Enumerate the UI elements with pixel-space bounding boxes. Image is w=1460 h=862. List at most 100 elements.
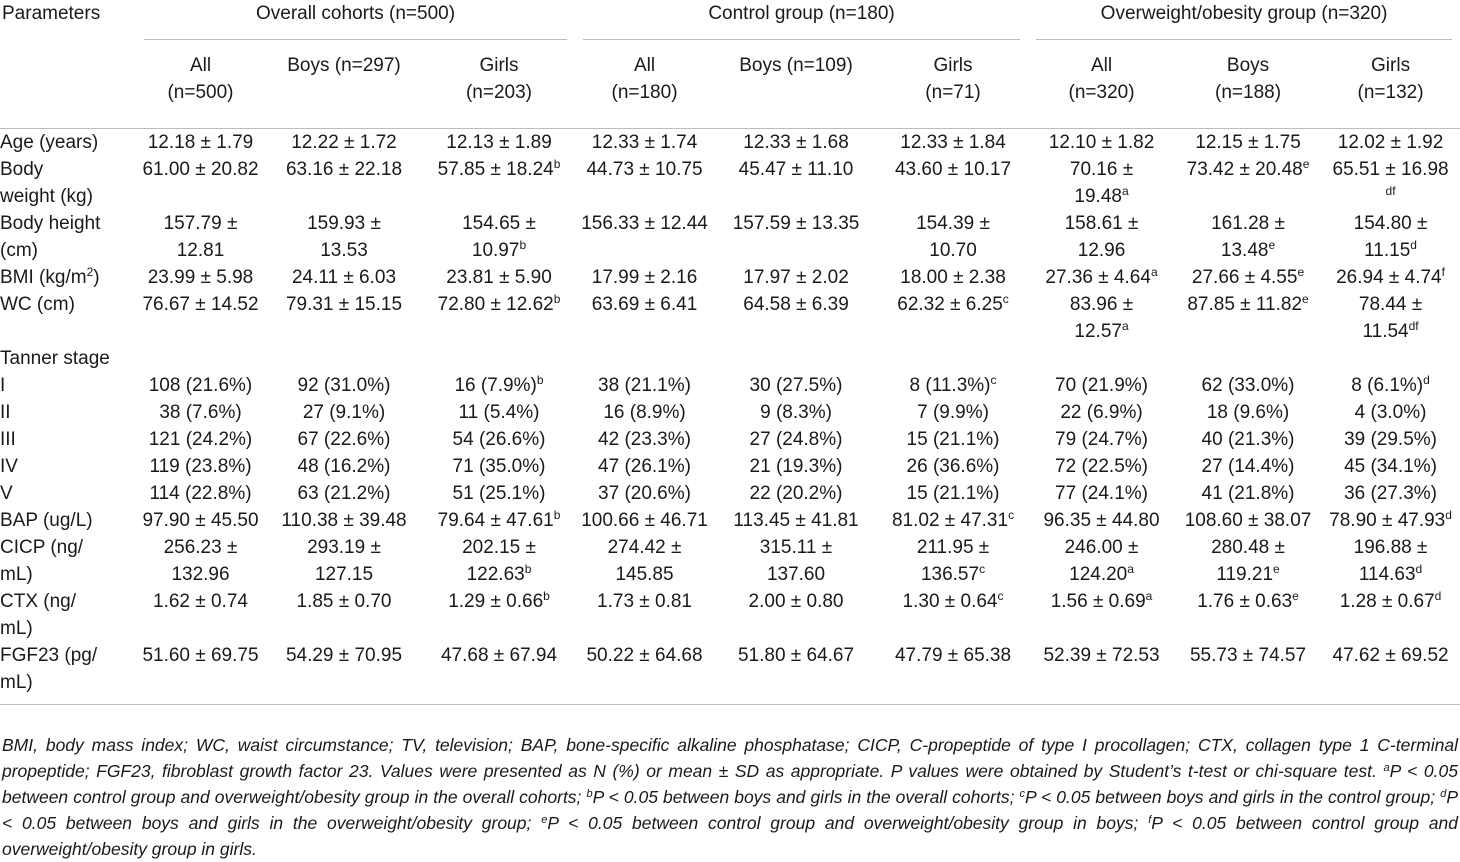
cell-value: 15 (21.1%) [906,482,1000,504]
cell-value: 57.85 ± 18.24 [437,158,554,180]
cell-line: 315.11 ± [714,534,878,561]
cell-value: 137.60 [766,563,826,585]
table-body: Age (years) 12.18 ± 1.79 12.22 ± 1.72 12.13… [0,128,1460,705]
table-cell: 24.11 ± 6.03 [265,264,423,291]
cell-superscript: d [1445,507,1452,522]
cell-value: 13.53 [320,239,368,261]
cell-line: 64.58 ± 6.39 [714,291,878,318]
table-row: BMI (kg/m2) 23.99 ± 5.98 24.11 ± 6.03 23.81… [0,264,1460,291]
row-label-line: III [0,428,16,450]
table-cell: 83.96 ± 12.57a [1028,291,1175,345]
cell-superscript: df [1385,183,1396,198]
cell-value: 36 (27.3%) [1344,482,1438,504]
table-row: BAP (ug/L) 97.90 ± 45.50 110.38 ± 39.48 79.… [0,507,1460,534]
subheader-line: (n=180) [611,82,678,103]
cell-value: 64.58 ± 6.39 [743,293,849,315]
cell-line: 51.60 ± 69.75 [136,642,265,669]
cell-line: 12.13 ± 1.89 [423,129,575,156]
cell-value: 17.99 ± 2.16 [591,266,698,288]
cell-value: 87.85 ± 11.82 [1187,293,1303,315]
table-cell: 1.56 ± 0.69a [1028,588,1175,642]
cell-value: 124.20 [1069,563,1128,585]
row-label-line: mL) [0,617,33,639]
cell-line: 12.57a [1028,318,1175,345]
cell-value: 12.10 ± 1.82 [1048,131,1155,153]
table-cell: 27 (24.8%) [714,426,878,453]
cell-value: 79 (24.7%) [1055,428,1148,450]
table-row: III 121 (24.2%) 67 (22.6%) 54 (26.6%) 42 (23… [0,426,1460,453]
table-cell: 196.88 ± 114.63d [1321,534,1460,588]
cell-line: 11.15d [1321,237,1460,264]
cell-value: 1.30 ± 0.64 [902,590,998,612]
table-cell: 37 (20.6%) [575,480,714,507]
cell-value: 41 (21.8%) [1201,482,1295,504]
cell-line: 137.60 [714,561,878,588]
table-cell: 61.00 ± 20.82 [136,156,265,210]
table-cell: 16 (8.9%) [575,399,714,426]
cell-line: 81.02 ± 47.31c [878,507,1028,534]
subheader-line: (n=203) [465,82,533,103]
table-cell: 1.73 ± 0.81 [575,588,714,642]
cell-line: 40 (21.3%) [1175,426,1321,453]
table-cell: 22 (20.2%) [714,480,878,507]
table-cell: 50.22 ± 64.68 [575,641,715,705]
cell-line: 65.51 ± 16.98 [1321,156,1460,183]
table-cell: 64.58 ± 6.39 [714,291,878,345]
subheader-cell: All (n=180) [575,52,715,129]
table-cell: 157.59 ± 13.35 [714,210,878,264]
cell-line: 70 (21.9%) [1028,372,1175,399]
footnote-lead: BMI, body mass index; WC, waist circumst… [2,735,1458,781]
cell-value: 113.45 ± 41.81 [733,509,859,531]
cell-line: 79.64 ± 47.61b [423,507,575,534]
subheader-line: Boys (n=297) [287,55,401,76]
cell-line: 15 (21.1%) [878,426,1028,453]
table-cell: 63.16 ± 22.18 [265,156,423,210]
table-cell: 79.31 ± 15.15 [265,291,423,345]
cell-value: 110.38 ± 39.48 [281,509,407,531]
cell-line: 12.10 ± 1.82 [1028,129,1175,156]
row-label: I [0,372,136,399]
cell-value: 47 (26.1%) [598,455,691,477]
cell-line: 12.18 ± 1.79 [136,129,265,156]
table-cell: 154.65 ± 10.97b [423,210,575,264]
cell-line: 108.60 ± 38.07 [1175,507,1321,534]
table-cell [714,345,878,372]
cell-line: 156.33 ± 12.44 [575,210,714,237]
cell-superscript: b [553,507,561,522]
cell-value: 79.31 ± 15.15 [285,293,403,315]
cell-value: 108 (21.6%) [148,374,253,396]
table-cell: 63.69 ± 6.41 [575,291,714,345]
table-cell: 17.97 ± 2.02 [714,264,878,291]
cell-superscript: d [1410,237,1417,252]
cell-value: 27 (24.8%) [749,428,843,450]
cell-line: 1.29 ± 0.66b [423,588,575,615]
cell-value: 78.44 ± [1358,293,1423,315]
cell-value: 45.47 ± 11.10 [738,158,854,180]
cell-line: 1.76 ± 0.63e [1175,588,1321,615]
cell-line: 108 (21.6%) [136,372,265,399]
cell-value: 159.93 ± [307,212,381,234]
table-cell: 4 (3.0%) [1321,399,1460,426]
row-label-line: CTX (ng/ [0,590,77,612]
subheader-line: Boys (n=109) [739,55,853,76]
cell-value: 10.70 [929,239,977,261]
table-row: Body height (cm) 157.79 ± 12.81 159.93 ± 13.5… [0,210,1460,264]
row-label: V [0,480,136,507]
table-cell: 18 (9.6%) [1175,399,1321,426]
cell-superscript: e [1292,588,1299,603]
table-cell: 108 (21.6%) [136,372,265,399]
table-cell: 92 (31.0%) [265,372,423,399]
table-row: V 114 (22.8%) 63 (21.2%) 51 (25.1%) 37 (20.6… [0,480,1460,507]
table-cell: 97.90 ± 45.50 [136,507,265,534]
cell-value: 62.32 ± 6.25 [897,293,1003,315]
cell-line: 54 (26.6%) [423,426,575,453]
table-cell: 65.51 ± 16.98 df [1321,156,1460,210]
table-cell: 246.00 ± 124.20a [1028,534,1175,588]
cell-line: 122.63b [423,561,575,588]
cell-line: 12.33 ± 1.68 [714,129,878,156]
cell-line: 24.11 ± 6.03 [265,264,423,291]
cell-value: 12.18 ± 1.79 [147,131,254,153]
cell-superscript: c [1002,291,1009,306]
cell-value: 16 (8.9%) [603,401,686,423]
row-label-line: I [0,374,6,396]
